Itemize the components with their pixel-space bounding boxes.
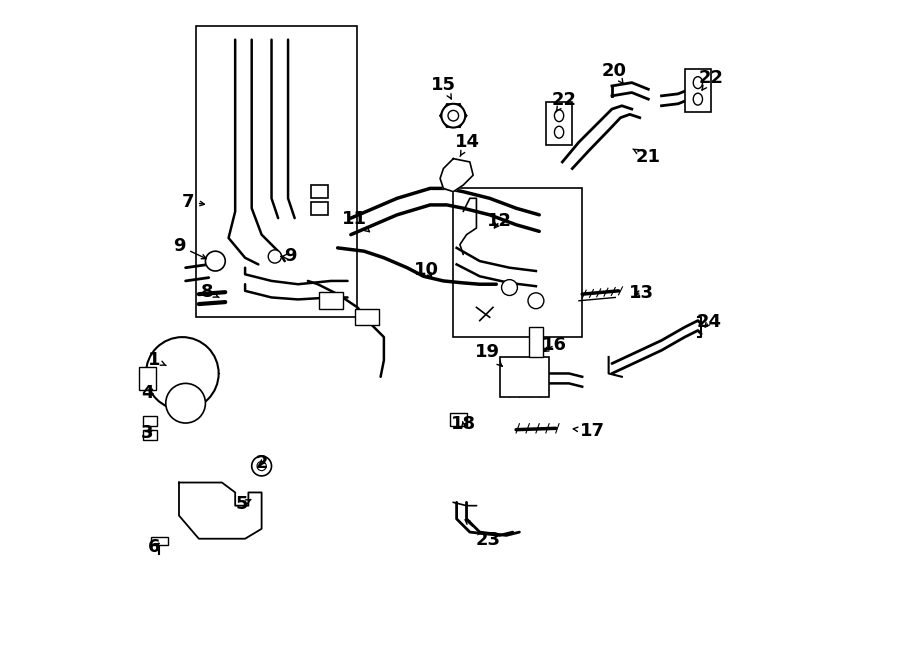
- Text: 7: 7: [181, 192, 204, 211]
- Text: 21: 21: [633, 148, 661, 167]
- Text: 5: 5: [236, 495, 251, 514]
- Circle shape: [448, 110, 459, 121]
- Ellipse shape: [693, 77, 703, 89]
- Text: 10: 10: [414, 260, 438, 279]
- Circle shape: [268, 250, 282, 263]
- Circle shape: [441, 104, 465, 128]
- Bar: [529, 327, 543, 357]
- Text: 11: 11: [342, 210, 370, 232]
- Text: 16: 16: [542, 336, 567, 354]
- Circle shape: [501, 280, 518, 295]
- Text: 13: 13: [629, 284, 654, 302]
- Text: 12: 12: [487, 212, 512, 231]
- Bar: [195, 26, 357, 317]
- Bar: [545, 102, 572, 145]
- Polygon shape: [179, 483, 262, 539]
- Bar: [320, 292, 343, 309]
- Bar: [454, 188, 582, 337]
- Bar: [311, 202, 328, 215]
- Text: 2: 2: [256, 453, 268, 472]
- Circle shape: [146, 337, 219, 410]
- Ellipse shape: [554, 126, 563, 138]
- Text: 22: 22: [698, 69, 724, 90]
- Ellipse shape: [693, 93, 703, 105]
- Text: 17: 17: [573, 422, 605, 440]
- Text: 18: 18: [451, 415, 476, 434]
- Circle shape: [252, 456, 272, 476]
- Ellipse shape: [554, 110, 563, 122]
- Text: 6: 6: [148, 538, 160, 557]
- Circle shape: [166, 383, 205, 423]
- Text: 19: 19: [474, 343, 502, 366]
- Circle shape: [257, 461, 266, 471]
- Bar: [311, 185, 328, 198]
- Text: 15: 15: [431, 75, 456, 99]
- Text: 14: 14: [455, 133, 481, 157]
- Text: 4: 4: [141, 384, 154, 403]
- Bar: [151, 537, 167, 545]
- Text: 23: 23: [465, 520, 500, 549]
- Bar: [450, 413, 466, 426]
- Text: 22: 22: [551, 91, 576, 112]
- Circle shape: [528, 293, 544, 309]
- Bar: [142, 416, 157, 426]
- Text: 8: 8: [201, 283, 219, 301]
- Circle shape: [205, 251, 225, 271]
- Bar: [685, 69, 711, 112]
- Polygon shape: [440, 159, 473, 192]
- Text: 24: 24: [697, 313, 722, 331]
- Text: 9: 9: [173, 237, 206, 258]
- Bar: [142, 430, 157, 440]
- Bar: [500, 357, 549, 397]
- Bar: [356, 309, 379, 325]
- Text: 9: 9: [281, 247, 296, 266]
- Text: 1: 1: [148, 351, 166, 369]
- Bar: [140, 367, 156, 390]
- Text: 3: 3: [141, 424, 154, 442]
- Text: 20: 20: [601, 61, 626, 83]
